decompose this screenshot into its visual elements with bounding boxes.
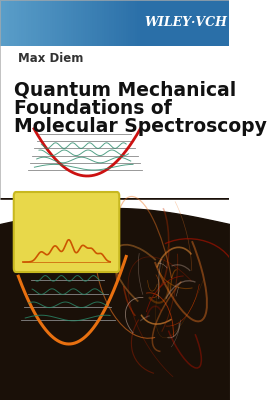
Bar — [19, 0, 21, 46]
Bar — [7, 0, 9, 46]
Bar — [123, 0, 126, 46]
Bar — [57, 0, 59, 46]
Bar — [126, 0, 128, 46]
Bar — [107, 0, 109, 46]
Text: Foundations of: Foundations of — [14, 98, 172, 118]
Bar — [38, 0, 40, 46]
Bar — [100, 0, 102, 46]
Bar — [62, 0, 64, 46]
Bar — [138, 0, 140, 46]
Bar — [88, 0, 90, 46]
Bar — [40, 0, 43, 46]
Bar — [111, 0, 114, 46]
Bar — [81, 0, 83, 46]
Bar — [0, 0, 2, 46]
Bar — [130, 0, 133, 46]
Bar — [16, 0, 19, 46]
Bar — [12, 0, 14, 46]
Bar — [102, 0, 104, 46]
Bar — [128, 0, 130, 46]
Bar — [83, 0, 85, 46]
Text: Max Diem: Max Diem — [18, 52, 84, 64]
Bar — [66, 0, 69, 46]
Bar — [33, 0, 35, 46]
Bar — [52, 0, 54, 46]
Bar — [5, 0, 7, 46]
Bar — [45, 0, 47, 46]
Bar — [104, 0, 107, 46]
Bar — [133, 0, 135, 46]
Text: Molecular Spectroscopy: Molecular Spectroscopy — [14, 116, 267, 136]
Bar — [9, 0, 12, 46]
Bar — [28, 0, 31, 46]
Bar — [119, 0, 121, 46]
Bar — [24, 0, 26, 46]
Bar — [76, 0, 78, 46]
Bar — [114, 0, 116, 46]
Bar — [97, 0, 100, 46]
Bar — [85, 0, 88, 46]
Bar — [0, 46, 229, 294]
Bar — [71, 0, 73, 46]
Bar — [47, 0, 50, 46]
Text: Quantum Mechanical: Quantum Mechanical — [14, 80, 236, 100]
Bar — [92, 0, 95, 46]
Bar — [121, 0, 123, 46]
Bar — [31, 0, 33, 46]
Text: WILEY·VCH: WILEY·VCH — [144, 16, 227, 30]
Bar — [90, 0, 92, 46]
Bar — [21, 0, 24, 46]
Bar — [14, 0, 16, 46]
Bar — [78, 0, 81, 46]
Bar — [59, 0, 62, 46]
Bar — [35, 0, 38, 46]
Bar — [116, 0, 119, 46]
Bar — [26, 0, 28, 46]
Bar — [140, 0, 142, 46]
Bar — [135, 0, 138, 46]
Bar — [2, 0, 5, 46]
Bar — [69, 0, 71, 46]
FancyBboxPatch shape — [14, 192, 119, 272]
Bar — [64, 0, 66, 46]
Bar — [109, 0, 111, 46]
Bar — [0, 198, 229, 400]
Bar — [73, 0, 76, 46]
Bar — [142, 0, 229, 46]
Bar — [43, 0, 45, 46]
Bar — [95, 0, 97, 46]
Bar — [54, 0, 57, 46]
Bar — [50, 0, 52, 46]
